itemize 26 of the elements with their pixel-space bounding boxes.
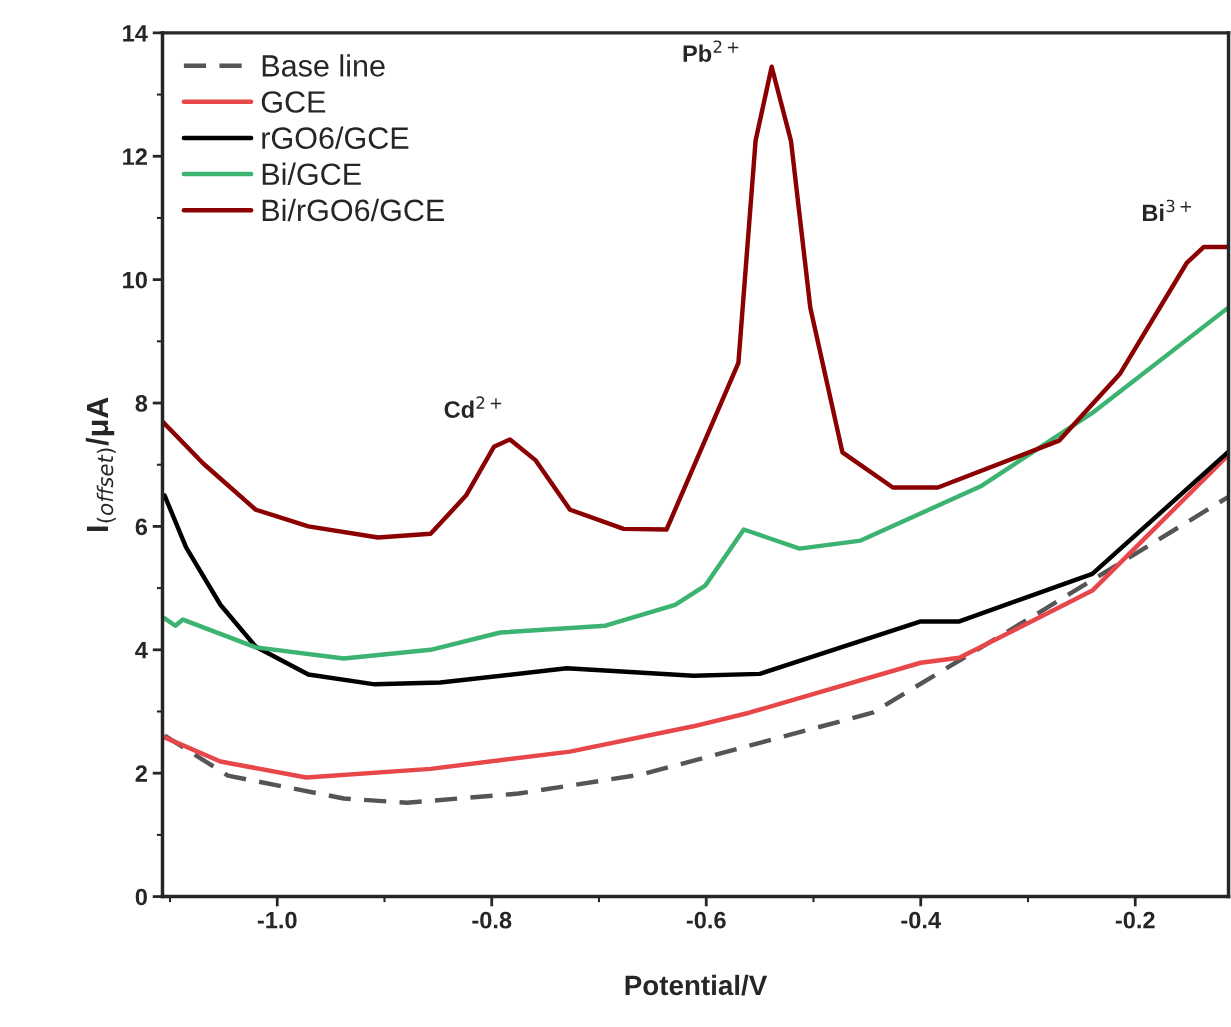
- annotation: Pb$^{2+}$: [683, 40, 739, 62]
- line-series: [162, 494, 1229, 806]
- legend-label: Bi/GCE: [262, 162, 361, 186]
- y-tick-label: 4: [135, 642, 148, 659]
- y-axis-title: I$_{(offset)}$/μA: [85, 397, 116, 531]
- legend-label: GCE: [261, 91, 326, 113]
- y-tick-label: 6: [135, 518, 148, 536]
- x-axis-title: Potential/V: [625, 974, 768, 996]
- legend-label: Base line: [262, 54, 385, 77]
- legend-label: Bi/rGO6/GCE: [262, 198, 445, 222]
- y-tick-label: 2: [135, 765, 147, 782]
- legend-label: rGO6/GCE: [262, 126, 409, 149]
- annotation: Bi$^{3+}$: [1142, 199, 1192, 222]
- x-tick-label: -0.4: [901, 911, 941, 929]
- annotation: Cd$^{2+}$: [444, 396, 502, 418]
- x-tick-label: -1.0: [257, 911, 297, 929]
- x-tick-label: -0.8: [472, 911, 512, 929]
- x-tick-label: -0.2: [1115, 911, 1155, 929]
- y-tick-label: 8: [135, 395, 148, 412]
- y-tick-label: 14: [123, 25, 148, 42]
- y-tick-label: 10: [123, 271, 147, 289]
- y-tick-label: 12: [123, 148, 147, 165]
- y-tick-label: 0: [135, 888, 147, 906]
- line-series: [162, 449, 1229, 687]
- x-tick-label: -0.6: [686, 911, 726, 929]
- line-series: [162, 305, 1229, 661]
